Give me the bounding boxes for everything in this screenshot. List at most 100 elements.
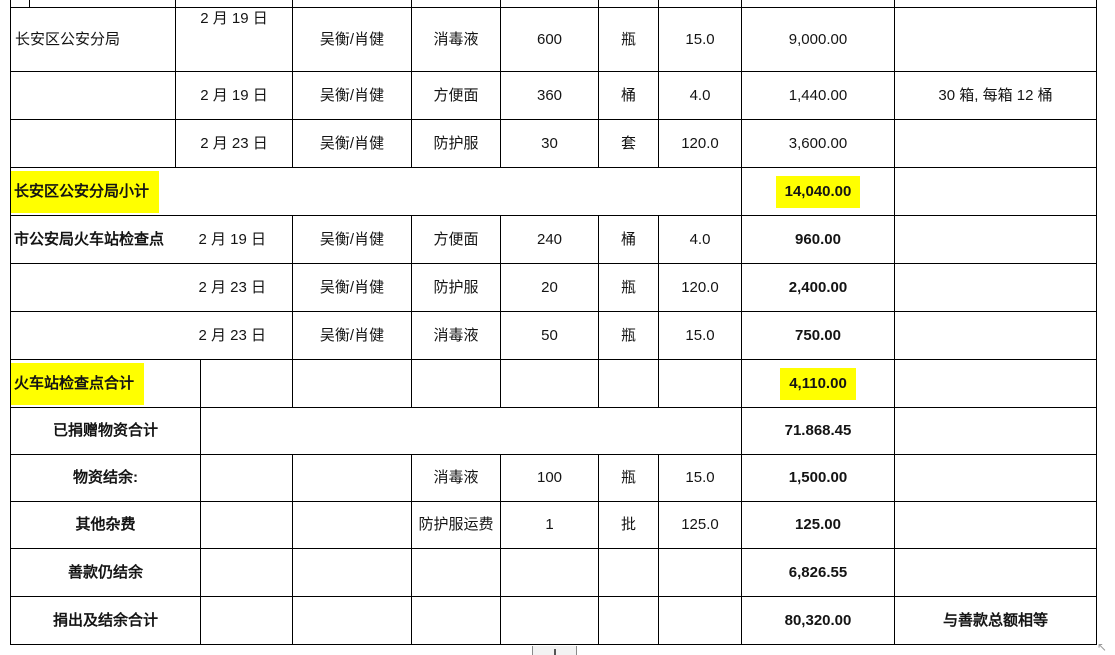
cell-note[interactable]	[895, 168, 1097, 216]
cell[interactable]	[659, 360, 742, 408]
cell-quantity[interactable]: 600	[501, 8, 599, 72]
cell-price[interactable]: 125.0	[659, 502, 742, 549]
cell-item[interactable]: 消毒液	[412, 8, 501, 72]
cell-item[interactable]: 方便面	[412, 72, 501, 120]
scrollbar-fragment[interactable]	[532, 646, 577, 655]
cell-donee-and-date[interactable]: 市公安局火车站检查点 2 月 19 日	[11, 216, 293, 264]
cell-summary-label[interactable]: 物资结余:	[11, 455, 201, 502]
cell-unit[interactable]: 瓶	[599, 455, 659, 502]
cell[interactable]	[412, 360, 501, 408]
cell[interactable]	[412, 0, 501, 8]
cell[interactable]	[501, 360, 599, 408]
cell-unit[interactable]: 瓶	[599, 264, 659, 312]
cell-item[interactable]: 防护服	[412, 120, 501, 168]
cell-note[interactable]	[895, 360, 1097, 408]
cell-price[interactable]: 15.0	[659, 455, 742, 502]
cell[interactable]	[599, 0, 659, 8]
cell[interactable]	[599, 597, 659, 645]
cell-quantity[interactable]: 50	[501, 312, 599, 360]
cell-item[interactable]: 防护服	[412, 264, 501, 312]
cell[interactable]	[201, 408, 742, 455]
cell-donee[interactable]: 长安区公安分局	[11, 8, 176, 72]
cell-note[interactable]	[895, 264, 1097, 312]
cell-note[interactable]: 30 箱, 每箱 12 桶	[895, 72, 1097, 120]
cell[interactable]	[293, 0, 412, 8]
cell-price[interactable]: 15.0	[659, 312, 742, 360]
cell[interactable]	[412, 549, 501, 597]
cell-date[interactable]: 2 月 23 日	[11, 264, 293, 312]
cell[interactable]	[599, 360, 659, 408]
cell-note[interactable]	[895, 216, 1097, 264]
cell-handler[interactable]: 吴衡/肖健	[293, 8, 412, 72]
cell-amount[interactable]: 6,826.55	[742, 549, 895, 597]
cell[interactable]	[293, 360, 412, 408]
cell[interactable]	[201, 549, 293, 597]
cell[interactable]	[11, 0, 176, 8]
cell-note[interactable]	[895, 8, 1097, 72]
cell-item[interactable]: 防护服运费	[412, 502, 501, 549]
cell-item[interactable]: 消毒液	[412, 312, 501, 360]
cell-amount[interactable]: 2,400.00	[742, 264, 895, 312]
cell-note[interactable]	[895, 502, 1097, 549]
cell-unit[interactable]: 套	[599, 120, 659, 168]
cell-summary-label[interactable]: 善款仍结余	[11, 549, 201, 597]
cell-price[interactable]: 120.0	[659, 264, 742, 312]
cell-amount[interactable]: 960.00	[742, 216, 895, 264]
cell-note[interactable]	[895, 455, 1097, 502]
cell[interactable]	[501, 0, 599, 8]
cell[interactable]	[412, 597, 501, 645]
cell[interactable]	[895, 0, 1097, 8]
cell-subtotal-label[interactable]: 长安区公安分局小计	[11, 168, 742, 216]
cell[interactable]	[293, 502, 412, 549]
cell-unit[interactable]: 瓶	[599, 312, 659, 360]
cell-total-label[interactable]: 火车站检查点合计	[11, 360, 201, 408]
cell-note[interactable]	[895, 312, 1097, 360]
cell-handler[interactable]: 吴衡/肖健	[293, 120, 412, 168]
cell-quantity[interactable]: 100	[501, 455, 599, 502]
cell-note[interactable]: 与善款总额相等	[895, 597, 1097, 645]
cell[interactable]	[659, 549, 742, 597]
cell-amount[interactable]: 3,600.00	[742, 120, 895, 168]
cell-price[interactable]: 4.0	[659, 72, 742, 120]
cell-quantity[interactable]: 240	[501, 216, 599, 264]
cell-price[interactable]: 4.0	[659, 216, 742, 264]
cell-date[interactable]: 2 月 23 日	[11, 312, 293, 360]
cell-price[interactable]: 120.0	[659, 120, 742, 168]
cell[interactable]	[742, 0, 895, 8]
cell[interactable]	[501, 549, 599, 597]
cell-handler[interactable]: 吴衡/肖健	[293, 216, 412, 264]
cell-summary-label[interactable]: 捐出及结余合计	[11, 597, 201, 645]
cell[interactable]	[201, 455, 293, 502]
cell[interactable]	[501, 597, 599, 645]
cell-handler[interactable]: 吴衡/肖健	[293, 312, 412, 360]
cell[interactable]	[659, 597, 742, 645]
cell-quantity[interactable]: 1	[501, 502, 599, 549]
cell-quantity[interactable]: 360	[501, 72, 599, 120]
cell-quantity[interactable]: 20	[501, 264, 599, 312]
cell-item[interactable]: 方便面	[412, 216, 501, 264]
cell-date[interactable]: 2 月 23 日	[176, 120, 293, 168]
cell-donee[interactable]	[11, 120, 176, 168]
cell-summary-label[interactable]: 其他杂费	[11, 502, 201, 549]
cell-note[interactable]	[895, 120, 1097, 168]
cell[interactable]	[201, 360, 293, 408]
cell-note[interactable]	[895, 549, 1097, 597]
cell[interactable]	[293, 455, 412, 502]
cell-unit[interactable]: 桶	[599, 216, 659, 264]
cell[interactable]	[201, 597, 293, 645]
cell-unit[interactable]: 桶	[599, 72, 659, 120]
cell-summary-label[interactable]: 已捐赠物资合计	[11, 408, 201, 455]
cell-date[interactable]: 2 月 19 日	[176, 72, 293, 120]
cell-date[interactable]: 2 月 19 日	[176, 8, 293, 72]
cell-amount[interactable]: 1,440.00	[742, 72, 895, 120]
cell-item[interactable]: 消毒液	[412, 455, 501, 502]
cell[interactable]	[599, 549, 659, 597]
cell-amount[interactable]: 750.00	[742, 312, 895, 360]
cell[interactable]	[293, 597, 412, 645]
cell[interactable]	[176, 0, 293, 8]
cell-quantity[interactable]: 30	[501, 120, 599, 168]
cell[interactable]	[201, 502, 293, 549]
cell-amount[interactable]: 80,320.00	[742, 597, 895, 645]
cell-total-amount[interactable]: 4,110.00	[742, 360, 895, 408]
cell-unit[interactable]: 瓶	[599, 8, 659, 72]
